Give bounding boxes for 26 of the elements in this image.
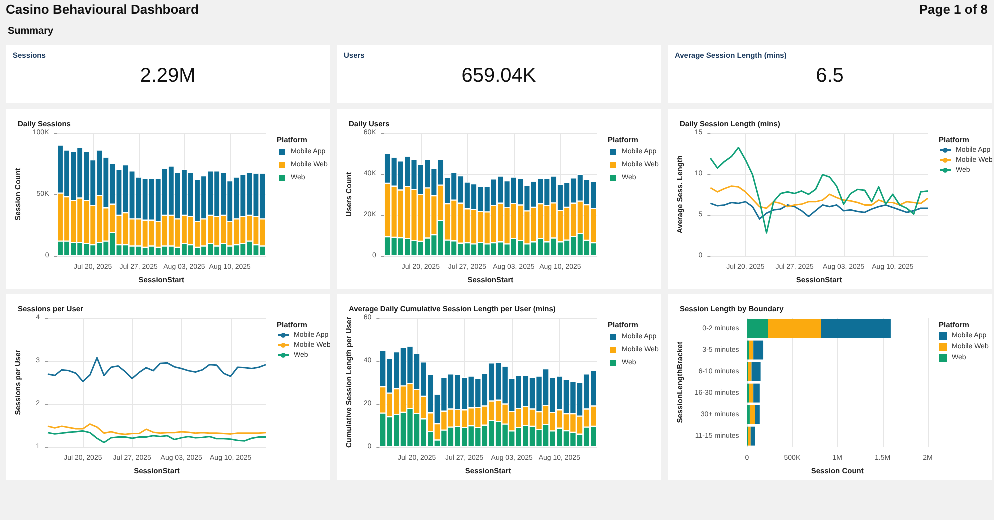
bar: [755, 405, 760, 424]
line-series: [47, 424, 267, 436]
bar: [752, 362, 761, 382]
text: 2.29M: [139, 65, 197, 88]
bar: [750, 405, 756, 424]
text: Page 1 of 8: [919, 2, 988, 17]
line-series: [710, 147, 929, 234]
bar: [749, 384, 754, 403]
bar: [750, 426, 756, 446]
bar: [754, 340, 764, 360]
text: Summary: [8, 26, 54, 37]
bar: [747, 319, 768, 338]
line-series: [47, 357, 267, 382]
bar: [821, 319, 891, 338]
text: 6.5: [815, 65, 845, 88]
bar: [747, 405, 750, 424]
text: Casino Behavioural Dashboard: [6, 2, 199, 17]
text: 659.04K: [460, 65, 538, 88]
line-series: [710, 201, 929, 220]
bar: [748, 362, 752, 382]
bar: [768, 319, 822, 338]
bar: [749, 340, 754, 360]
line-series: [47, 430, 267, 444]
line-series: [710, 186, 929, 210]
bar: [748, 426, 751, 446]
bar: [754, 384, 760, 403]
